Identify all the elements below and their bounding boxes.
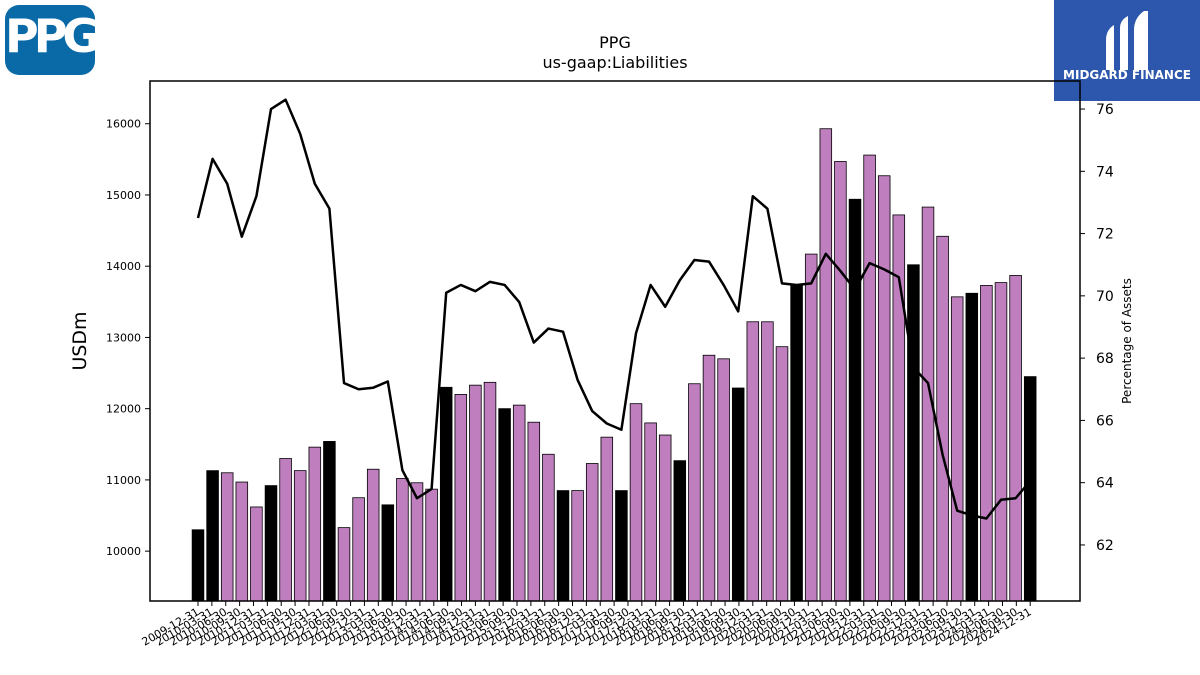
bar-2016-09-30 [585, 463, 599, 602]
y-tick-label: 14000 [106, 260, 141, 273]
y-axis-left: 10000 11000 12000 13000 14000 15000 16000 [106, 118, 150, 558]
bar-2016-06-30 [571, 490, 584, 602]
bar-2013-12-31 [425, 488, 438, 602]
bar-2015-03-31 [498, 408, 511, 602]
bar-2012-09-30 [352, 497, 365, 602]
bar-2023-06-30 [980, 285, 993, 602]
bar-2011-06-30 [279, 458, 292, 602]
bar-2019-06-30 [746, 321, 760, 602]
bar-2017-06-30 [629, 403, 643, 602]
bar-2018-03-31 [673, 460, 687, 602]
midgard-logo-text: MIDGARD FINANCE [1063, 68, 1191, 82]
y-axis-right: 62 64 66 68 70 72 74 76 [1080, 102, 1114, 554]
chart-subtitle: us-gaap:Liabilities [542, 53, 687, 72]
bar-2024-03-31 [1023, 376, 1037, 602]
bar-2022-03-31 [907, 264, 920, 602]
y-tick-label: 11000 [106, 474, 141, 487]
midgard-finance-logo: MIDGARD FINANCE [1054, 0, 1200, 101]
bar-2014-03-31 [439, 386, 453, 602]
bar-2017-09-30 [644, 422, 657, 602]
bar-2017-03-31 [615, 490, 628, 602]
bar-series [191, 128, 1037, 602]
bar-2013-09-30 [410, 482, 424, 602]
bar-2020-09-30 [819, 128, 833, 602]
bar-2015-06-30 [512, 404, 526, 602]
y2-tick-label: 64 [1096, 476, 1114, 492]
y-tick-label: 10000 [106, 545, 141, 558]
y-tick-label: 16000 [106, 118, 141, 131]
bar-2015-09-30 [527, 421, 541, 602]
bar-2022-09-30 [936, 235, 949, 602]
x-axis: 2009-12-312010-03-312010-06-302010-09-30… [140, 601, 1034, 649]
pct-of-assets-line [196, 98, 1032, 520]
bar-2012-12-31 [366, 468, 380, 602]
y2-tick-label: 76 [1096, 102, 1114, 118]
y-tick-label: 12000 [106, 403, 141, 416]
bar-2011-09-30 [293, 470, 307, 602]
bar-2017-12-31 [658, 434, 672, 602]
bar-2020-03-31 [790, 285, 803, 602]
bar-2023-03-31 [965, 292, 979, 602]
bar-2011-03-31 [264, 485, 278, 602]
y2-tick-label: 72 [1096, 227, 1114, 243]
bar-2013-06-30 [396, 478, 409, 602]
y-tick-label: 15000 [106, 189, 141, 202]
bar-2012-06-30 [337, 527, 351, 602]
bar-2019-12-31 [775, 346, 789, 602]
bar-2012-03-31 [323, 441, 336, 602]
bar-2021-12-31 [892, 214, 906, 602]
y2-tick-label: 68 [1096, 351, 1114, 367]
bar-2019-03-31 [731, 387, 745, 602]
bar-2021-09-30 [877, 175, 891, 602]
y2-tick-label: 66 [1096, 413, 1114, 429]
y2-tick-label: 70 [1096, 289, 1114, 305]
y2-tick-label: 62 [1096, 538, 1114, 554]
bar-2010-06-30 [220, 472, 234, 602]
bar-2010-09-30 [235, 481, 249, 602]
bar-2015-12-31 [542, 453, 555, 602]
bar-2018-06-30 [688, 383, 701, 602]
y-axis-label: USDm [69, 311, 91, 370]
bar-2023-09-30 [994, 282, 1008, 602]
bar-2014-12-31 [483, 381, 497, 602]
bar-2010-12-31 [250, 506, 263, 602]
bar-2021-06-30 [863, 154, 876, 602]
chart-title: PPG [599, 33, 631, 52]
bar-2010-03-31 [206, 470, 219, 602]
bar-2020-06-30 [804, 253, 818, 602]
y2-tick-label: 74 [1096, 164, 1114, 180]
bar-2023-12-31 [1009, 275, 1022, 602]
y2-axis-label: Percentage of Assets [1120, 278, 1134, 404]
y-tick-label: 13000 [106, 331, 141, 344]
bar-2016-12-31 [600, 436, 614, 602]
midgard-logo-mark-icon [1106, 11, 1148, 70]
ppg-logo: PPG [5, 5, 100, 75]
bar-2013-03-31 [381, 504, 395, 602]
bar-2014-06-30 [454, 394, 468, 602]
bar-2019-09-30 [761, 321, 774, 602]
plot-frame [149, 80, 1081, 602]
bar-2009-12-31 [191, 529, 205, 602]
ppg-logo-text: PPG [5, 9, 100, 63]
bar-2018-12-31 [717, 358, 730, 602]
bar-2018-09-30 [702, 354, 716, 602]
bar-2011-12-31 [308, 446, 322, 602]
bar-2014-09-30 [469, 384, 482, 602]
bar-2016-03-31 [556, 490, 570, 602]
bar-2020-12-31 [834, 161, 847, 602]
bar-2022-12-31 [950, 296, 964, 602]
bar-2021-03-31 [848, 198, 862, 602]
pct-line-series [196, 98, 1032, 520]
